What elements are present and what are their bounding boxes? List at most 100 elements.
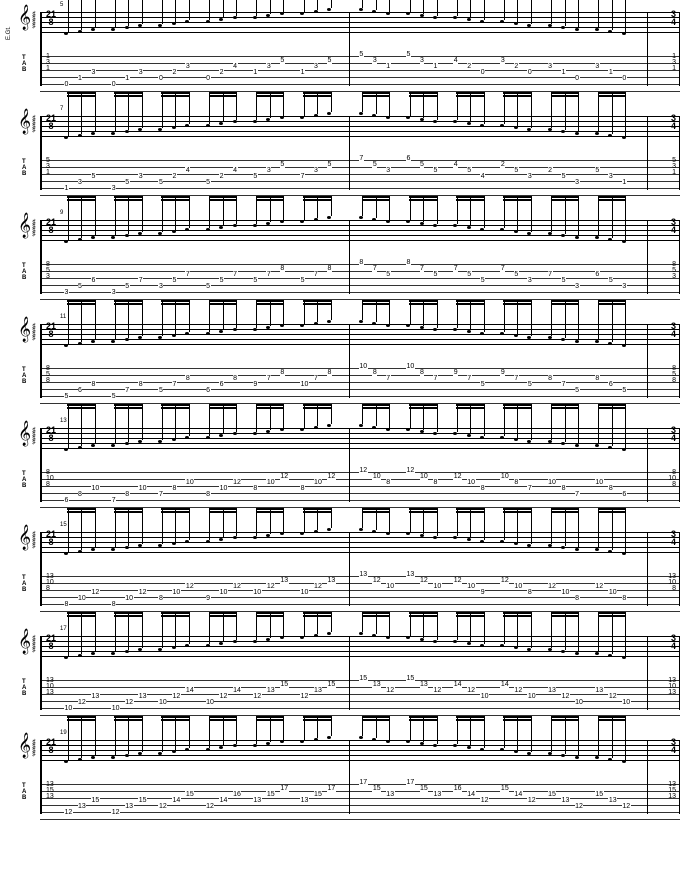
note-stem	[162, 508, 163, 544]
beam	[409, 303, 437, 305]
fret-number: 7	[372, 265, 377, 272]
beam	[209, 716, 237, 718]
notehead	[575, 236, 579, 239]
key-signature: ♯♯♯♯	[32, 429, 36, 445]
time-signature-main: 218	[46, 530, 56, 546]
fret-number: 14	[467, 791, 476, 798]
notehead	[64, 552, 68, 555]
fret-number: 1	[386, 63, 391, 70]
fret-number: 12	[420, 577, 429, 584]
fret-number: 8	[514, 479, 519, 486]
note-stem	[128, 716, 129, 754]
system-1: E.Gt.𝄞♯♯♯♯218TAB513113134013013023024135…	[8, 12, 692, 98]
measure-number: 15	[60, 522, 67, 528]
note-stem	[578, 0, 579, 28]
fret-number: 3	[575, 179, 580, 186]
fret-number: 10	[595, 479, 604, 486]
staff-lines	[40, 116, 680, 137]
fret-number: 13	[91, 693, 100, 700]
fret-number: 12	[91, 589, 100, 596]
fret-number: 10	[172, 589, 181, 596]
notehead	[78, 134, 82, 137]
note-stem	[504, 0, 505, 20]
notehead	[253, 536, 257, 539]
notehead	[253, 640, 257, 643]
barline-left	[40, 324, 42, 398]
notehead	[253, 224, 257, 227]
note-stem	[162, 612, 163, 648]
fret-number: 12	[266, 583, 275, 590]
beam	[503, 716, 531, 718]
fret-number: 3	[78, 179, 83, 186]
notehead	[420, 534, 424, 537]
fret-number: 3	[64, 289, 69, 296]
fret-number: 5	[561, 173, 566, 180]
fret-number: 7	[386, 375, 391, 382]
notehead	[595, 548, 599, 551]
beam	[409, 92, 437, 94]
fret-number: 8	[433, 479, 438, 486]
fret-number: 0	[622, 75, 627, 82]
key-signature: ♯♯♯♯	[32, 117, 36, 133]
beam	[303, 615, 331, 617]
beam	[161, 508, 189, 510]
fret-number: 2	[548, 167, 553, 174]
notehead	[433, 432, 437, 435]
beam	[161, 404, 189, 406]
time-signature-chord: 34	[671, 322, 676, 338]
fret-number: 10	[219, 589, 228, 596]
beam	[67, 716, 95, 718]
fret-number: 12	[314, 583, 323, 590]
fret-number: 8	[253, 485, 258, 492]
key-signature: ♯♯♯♯	[32, 13, 36, 29]
fret-number: 2	[172, 173, 177, 180]
beam	[551, 508, 579, 510]
beam	[551, 92, 579, 94]
fret-number: 12	[548, 583, 557, 590]
beam	[114, 95, 142, 97]
notehead	[125, 26, 129, 29]
notehead	[514, 438, 518, 441]
note-stem	[81, 612, 82, 654]
notehead	[420, 742, 424, 745]
fret-number: 12	[206, 803, 215, 810]
notehead	[622, 240, 626, 243]
fret-number: 6	[78, 387, 83, 394]
notehead	[91, 28, 95, 31]
fret-number: 1	[78, 75, 83, 82]
note-stem	[565, 612, 566, 650]
notehead	[595, 236, 599, 239]
fret-number: 0	[206, 75, 211, 82]
note-stem	[68, 508, 69, 552]
fret-number: 6	[406, 155, 411, 162]
beam	[256, 196, 284, 198]
beam	[161, 303, 189, 305]
beam	[161, 612, 189, 614]
fret-number: 3	[527, 277, 532, 284]
fret-number: 5	[327, 57, 332, 64]
fret-number: 9	[453, 369, 458, 376]
fret-number: 5	[78, 283, 83, 290]
notehead	[548, 232, 552, 235]
note-stem	[68, 404, 69, 448]
staff-block: 𝄞♯♯♯♯218TAB51311313401301302302413513553…	[8, 12, 692, 98]
note-stem	[565, 508, 566, 546]
notehead	[206, 436, 210, 439]
start-chord: 853	[46, 262, 50, 280]
fret-number: 5	[158, 179, 163, 186]
notehead	[548, 544, 552, 547]
fret-number: 3	[608, 173, 613, 180]
note-stem	[68, 612, 69, 656]
fret-number: 8	[300, 485, 305, 492]
notehead	[233, 224, 237, 227]
fret-number: 10	[314, 479, 323, 486]
fret-number: 3	[386, 167, 391, 174]
note-stem	[457, 0, 458, 16]
notehead	[467, 122, 471, 125]
note-stem	[598, 0, 599, 28]
notehead	[359, 112, 363, 115]
beam	[256, 199, 284, 201]
beam	[456, 300, 484, 302]
notehead	[433, 120, 437, 123]
beam	[256, 303, 284, 305]
